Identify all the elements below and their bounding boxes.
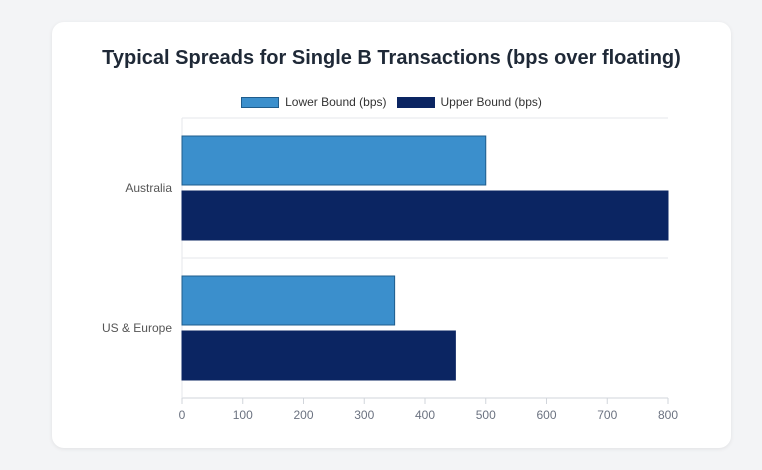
chart-card: Typical Spreads for Single B Transaction… (52, 22, 731, 448)
x-tick-label: 500 (476, 408, 496, 422)
chart-title: Typical Spreads for Single B Transaction… (102, 47, 681, 69)
x-tick-label: 100 (233, 408, 253, 422)
legend-item-upper-bound[interactable]: Upper Bound (bps) (396, 95, 542, 109)
y-category-label: US & Europe (102, 321, 172, 335)
x-tick-label: 700 (597, 408, 617, 422)
legend-swatch-upper-bound (396, 96, 435, 108)
x-tick-label: 600 (536, 408, 556, 422)
y-category-label: Australia (125, 181, 172, 195)
x-tick-label: 400 (415, 408, 435, 422)
x-tick-label: 800 (658, 408, 678, 422)
legend-label-lower-bound: Lower Bound (bps) (285, 95, 387, 109)
bar-upper-us-europe (181, 330, 456, 381)
x-tick-label: 300 (354, 408, 374, 422)
bar-upper-australia (181, 190, 669, 241)
legend-label-upper-bound: Upper Bound (bps) (440, 95, 542, 109)
bar-lower-australia (181, 135, 487, 186)
chart-legend: Lower Bound (bps) Upper Bound (bps) (52, 95, 731, 109)
bar-lower-us-europe (181, 275, 396, 326)
legend-item-lower-bound[interactable]: Lower Bound (bps) (241, 95, 387, 109)
chart-plot: 0 100 200 300 400 500 600 700 800 Australia US & E… (102, 117, 678, 422)
x-tick-label: 200 (293, 408, 313, 422)
legend-swatch-lower-bound (241, 96, 280, 108)
x-tick-label: 0 (179, 408, 186, 422)
